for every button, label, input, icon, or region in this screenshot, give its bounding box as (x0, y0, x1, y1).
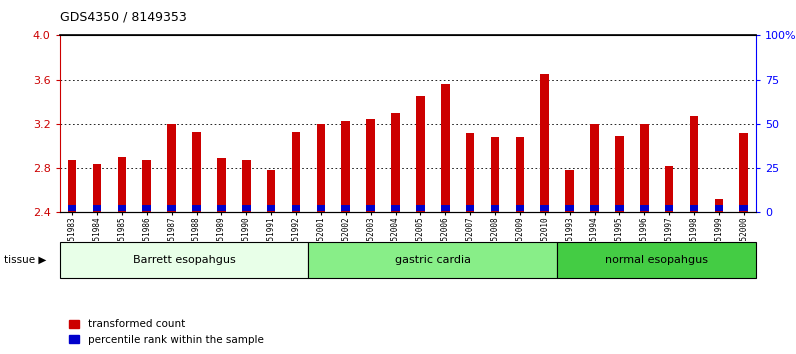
Bar (441, 205, 450, 211)
Bar (142, 205, 151, 211)
Bar (291, 205, 300, 211)
Bar (68, 160, 76, 212)
Bar (689, 205, 698, 211)
Bar (516, 137, 525, 212)
Text: normal esopahgus: normal esopahgus (605, 255, 708, 265)
Bar (615, 136, 624, 212)
Bar (366, 205, 375, 211)
Bar (565, 205, 574, 211)
Legend: transformed count, percentile rank within the sample: transformed count, percentile rank withi… (65, 315, 268, 349)
Bar (242, 205, 251, 211)
Bar (142, 160, 151, 212)
Bar (466, 205, 474, 211)
Bar (516, 205, 525, 211)
Bar (540, 74, 549, 212)
Bar (118, 157, 127, 212)
Bar (192, 205, 201, 211)
Bar (167, 124, 176, 212)
Bar (242, 160, 251, 212)
Text: gastric cardia: gastric cardia (395, 255, 470, 265)
Bar (267, 205, 275, 211)
Bar (341, 205, 350, 211)
Text: Barrett esopahgus: Barrett esopahgus (133, 255, 236, 265)
Bar (565, 170, 574, 212)
Bar (416, 96, 425, 212)
Bar (267, 170, 275, 212)
Bar (341, 121, 350, 212)
Bar (217, 205, 226, 211)
Bar (317, 124, 326, 212)
Bar (416, 205, 425, 211)
Bar (689, 116, 698, 212)
Bar (590, 124, 599, 212)
Bar (92, 205, 101, 211)
Bar (739, 205, 748, 211)
Bar (640, 124, 649, 212)
Bar (739, 133, 748, 212)
Text: GDS4350 / 8149353: GDS4350 / 8149353 (60, 11, 186, 24)
Bar (68, 205, 76, 211)
Bar (466, 133, 474, 212)
Bar (715, 199, 724, 212)
Bar (92, 164, 101, 212)
Bar (366, 120, 375, 212)
Bar (118, 205, 127, 211)
Bar (391, 205, 400, 211)
Bar (291, 132, 300, 212)
Bar (167, 205, 176, 211)
Bar (665, 205, 673, 211)
Bar (615, 205, 624, 211)
Bar (490, 137, 499, 212)
Bar (391, 113, 400, 212)
Bar (490, 205, 499, 211)
Bar (192, 132, 201, 212)
Bar (217, 158, 226, 212)
Bar (715, 205, 724, 211)
Bar (640, 205, 649, 211)
Bar (317, 205, 326, 211)
Bar (441, 84, 450, 212)
Bar (540, 205, 549, 211)
Text: tissue ▶: tissue ▶ (4, 255, 46, 265)
Bar (590, 205, 599, 211)
Bar (665, 166, 673, 212)
